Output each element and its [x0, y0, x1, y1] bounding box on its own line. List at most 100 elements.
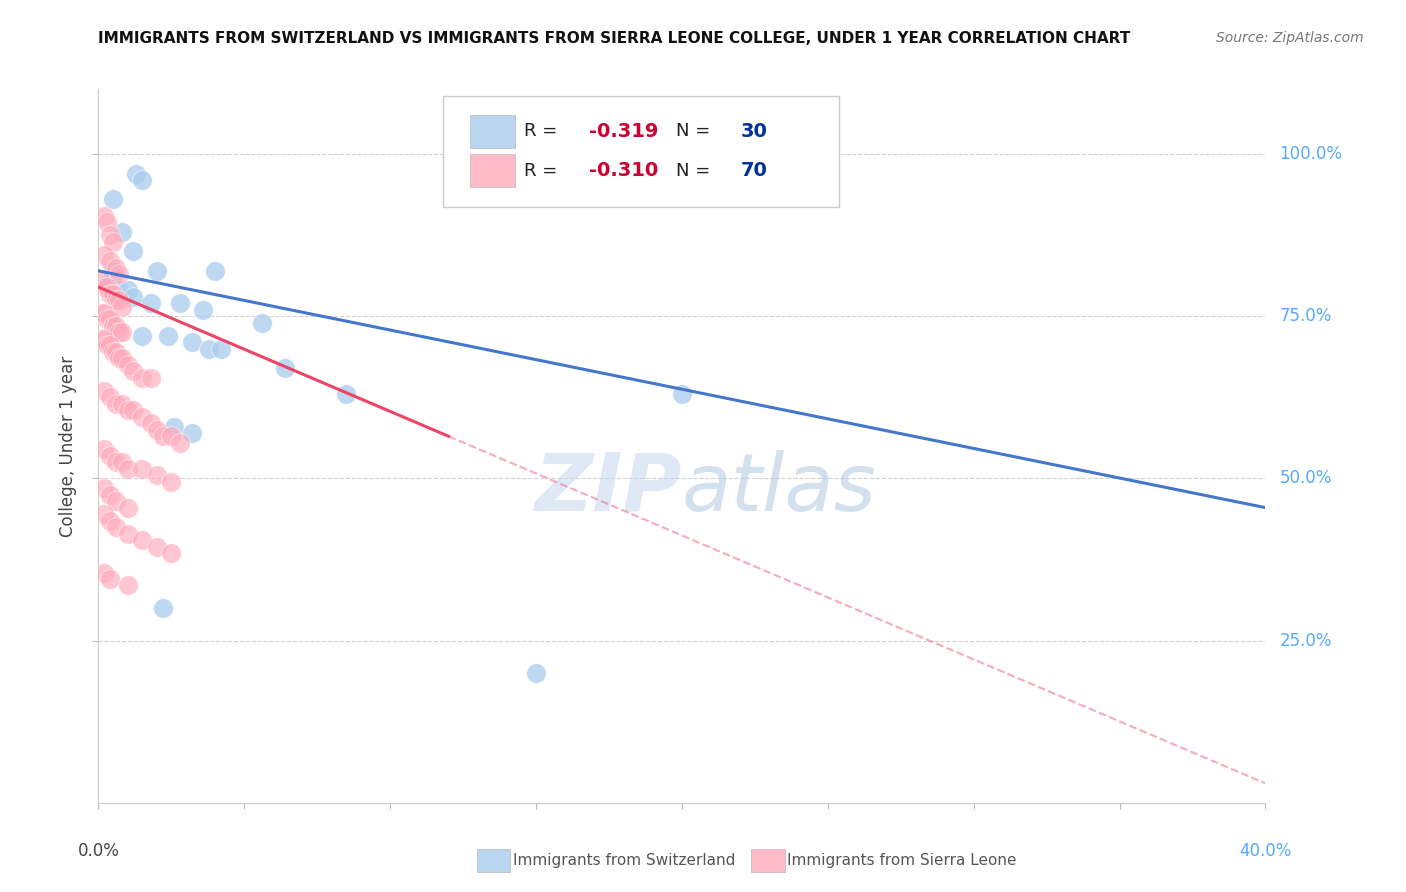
Point: [160, 475, 183, 489]
Point: [117, 358, 139, 372]
Point: [131, 371, 153, 385]
Point: [104, 397, 127, 411]
Point: [111, 455, 134, 469]
Text: -0.319: -0.319: [589, 122, 658, 141]
Text: 75.0%: 75.0%: [1279, 307, 1331, 326]
Point: [335, 387, 357, 401]
Point: [98, 390, 121, 404]
Text: 0.0%: 0.0%: [77, 842, 120, 860]
Point: [131, 409, 153, 424]
Point: [96, 312, 118, 326]
Text: Immigrants from Switzerland: Immigrants from Switzerland: [513, 854, 735, 868]
Point: [111, 351, 134, 366]
Point: [96, 277, 118, 291]
Point: [146, 468, 169, 483]
Point: [122, 364, 145, 378]
Point: [125, 167, 148, 181]
Point: [117, 403, 139, 417]
Point: [101, 270, 124, 285]
Text: 100.0%: 100.0%: [1279, 145, 1343, 163]
Point: [198, 342, 221, 356]
Point: [146, 264, 169, 278]
Point: [98, 228, 121, 243]
Point: [93, 332, 115, 346]
Text: 70: 70: [741, 161, 768, 180]
Point: [96, 215, 118, 229]
Point: [169, 435, 191, 450]
Point: [101, 345, 124, 359]
Point: [146, 540, 169, 554]
Point: [152, 429, 174, 443]
Point: [93, 442, 115, 457]
Text: R =: R =: [524, 161, 564, 179]
Point: [98, 488, 121, 502]
Point: [98, 572, 121, 586]
Point: [104, 520, 127, 534]
Point: [101, 264, 124, 278]
Point: [93, 306, 115, 320]
Point: [108, 283, 131, 297]
Point: [160, 546, 183, 560]
Text: -0.310: -0.310: [589, 161, 658, 180]
Point: [111, 326, 134, 340]
Point: [111, 225, 134, 239]
Point: [98, 286, 121, 301]
Point: [98, 312, 121, 326]
Point: [169, 296, 191, 310]
Point: [93, 384, 115, 398]
FancyBboxPatch shape: [443, 96, 839, 207]
Point: [104, 293, 127, 307]
Point: [122, 244, 145, 259]
Text: 50.0%: 50.0%: [1279, 469, 1331, 487]
Point: [157, 328, 180, 343]
Point: [131, 533, 153, 547]
Point: [117, 500, 139, 515]
Point: [93, 280, 115, 294]
Point: [96, 338, 118, 352]
Point: [160, 429, 183, 443]
Point: [108, 351, 131, 366]
Text: ZIP: ZIP: [534, 450, 682, 528]
Point: [104, 260, 127, 275]
Point: [139, 296, 162, 310]
Point: [96, 280, 118, 294]
Point: [274, 361, 297, 376]
Point: [152, 601, 174, 615]
Point: [101, 286, 124, 301]
Point: [122, 403, 145, 417]
Point: [117, 578, 139, 592]
Point: [117, 283, 139, 297]
Text: 40.0%: 40.0%: [1239, 842, 1292, 860]
Point: [111, 300, 134, 314]
Point: [93, 507, 115, 521]
Point: [180, 335, 202, 350]
Point: [93, 247, 115, 261]
Point: [193, 302, 215, 317]
Point: [98, 338, 121, 352]
Text: N =: N =: [676, 161, 716, 179]
Point: [131, 461, 153, 475]
Point: [101, 318, 124, 333]
Point: [146, 423, 169, 437]
Point: [101, 193, 124, 207]
Point: [104, 345, 127, 359]
Point: [139, 371, 162, 385]
Point: [98, 449, 121, 463]
Point: [98, 514, 121, 528]
Point: [131, 173, 153, 187]
Point: [131, 328, 153, 343]
Point: [104, 318, 127, 333]
Point: [93, 566, 115, 580]
Point: [163, 419, 186, 434]
Text: atlas: atlas: [682, 450, 877, 528]
Point: [104, 494, 127, 508]
Point: [671, 387, 693, 401]
FancyBboxPatch shape: [470, 154, 515, 187]
Text: Source: ZipAtlas.com: Source: ZipAtlas.com: [1216, 31, 1364, 45]
Point: [204, 264, 226, 278]
Point: [209, 342, 232, 356]
Text: IMMIGRANTS FROM SWITZERLAND VS IMMIGRANTS FROM SIERRA LEONE COLLEGE, UNDER 1 YEA: IMMIGRANTS FROM SWITZERLAND VS IMMIGRANT…: [98, 31, 1130, 46]
Point: [111, 397, 134, 411]
Point: [108, 326, 131, 340]
Text: Immigrants from Sierra Leone: Immigrants from Sierra Leone: [787, 854, 1017, 868]
